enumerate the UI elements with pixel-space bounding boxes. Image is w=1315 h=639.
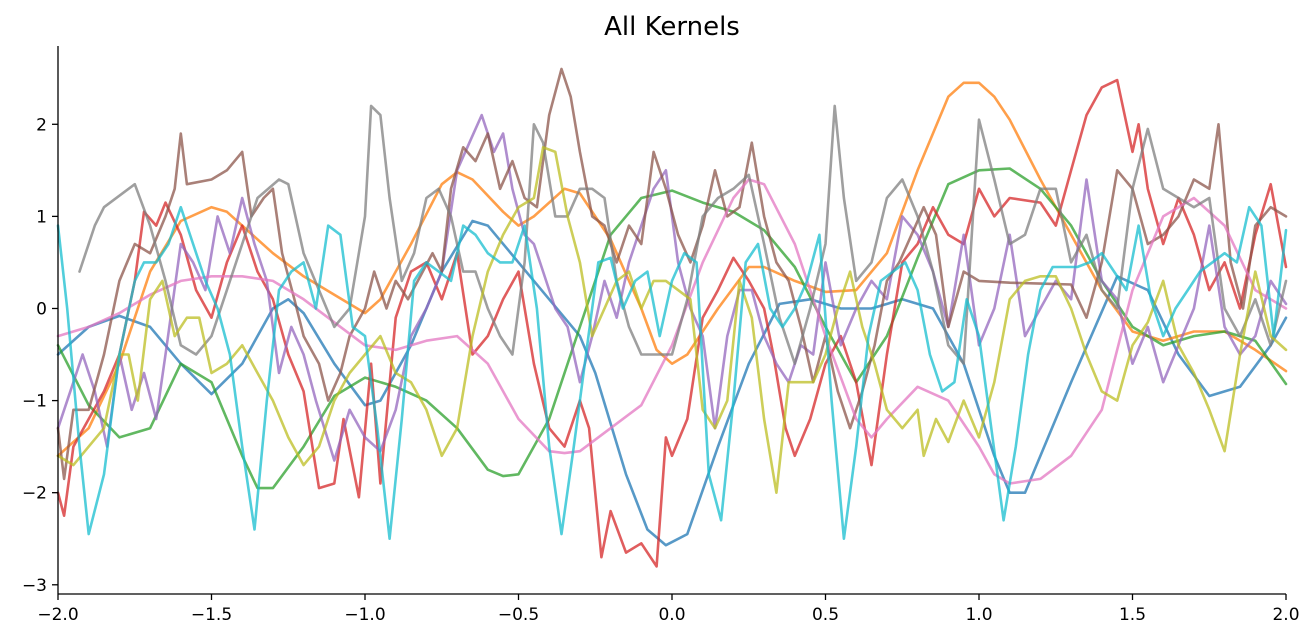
- x-tick-label: −1.0: [344, 605, 385, 625]
- x-tick-label: −0.5: [498, 605, 539, 625]
- x-tick-label: −2.0: [37, 605, 78, 625]
- x-tick-label: 1.0: [965, 605, 992, 625]
- series-layer: [56, 67, 1288, 568]
- y-tick-label: −1: [22, 392, 47, 412]
- series-line-2: [56, 81, 1288, 458]
- x-tick-label: 0.0: [658, 605, 685, 625]
- series-line-4: [56, 78, 1288, 568]
- series-line-1: [56, 219, 1288, 547]
- series-line-7: [56, 178, 1288, 485]
- x-tick-label: 0.5: [812, 605, 839, 625]
- y-tick-label: −2: [22, 484, 47, 504]
- y-tick-label: −3: [22, 576, 47, 596]
- series-line-10: [56, 205, 1288, 540]
- x-tick-label: 1.5: [1119, 605, 1146, 625]
- x-tick-label: 2.0: [1272, 605, 1299, 625]
- series-line-8: [78, 104, 1288, 365]
- chart-title: All Kernels: [604, 12, 740, 42]
- axes-layer: −2.0 −1.5 −1.0 −0.5 0.0 0.5 1.0 1.5 2.0 −3 −2 −1 0 1 2: [22, 46, 1300, 625]
- series-line-5: [56, 113, 1288, 462]
- y-tick-label: 1: [36, 207, 47, 227]
- series-line-6: [56, 67, 1288, 481]
- y-tick-label: 0: [36, 299, 47, 319]
- x-tick-label: −1.5: [191, 605, 232, 625]
- y-tick-label: 2: [36, 115, 47, 135]
